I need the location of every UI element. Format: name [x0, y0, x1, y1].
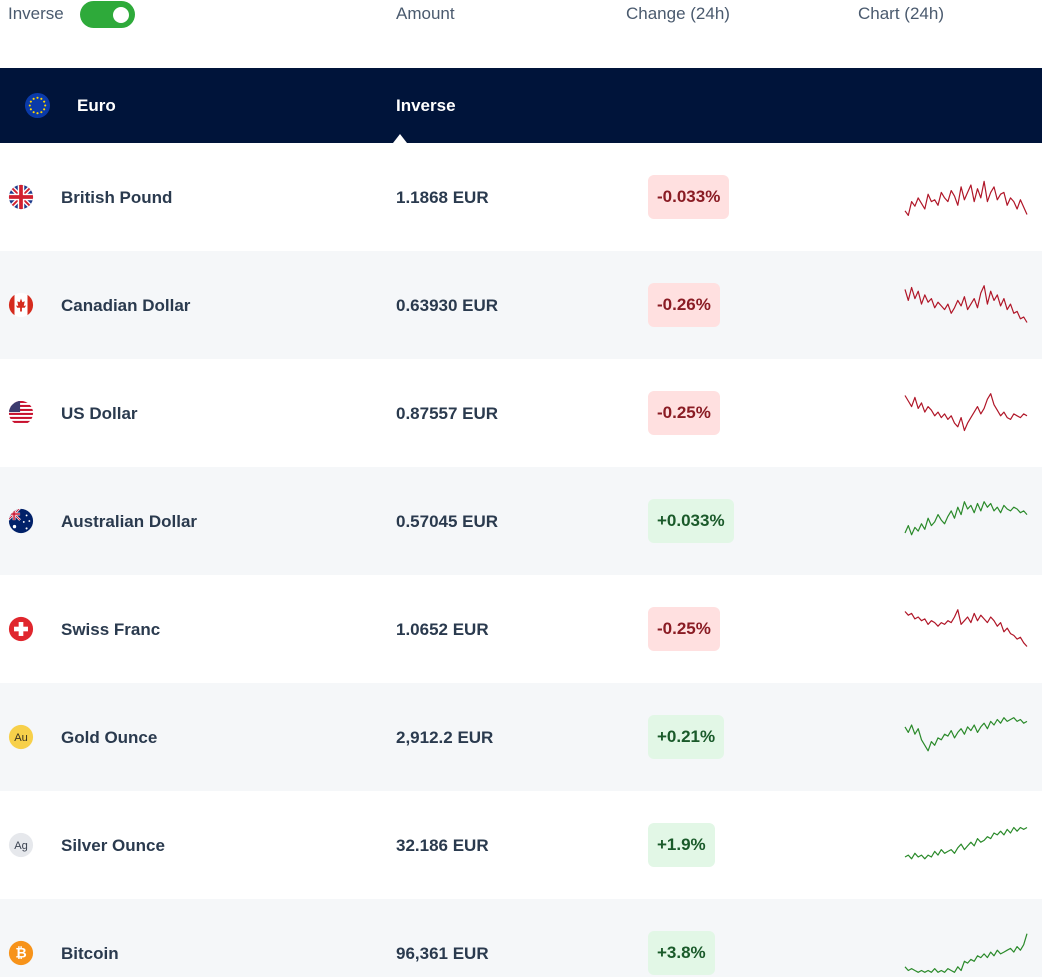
currency-name: US Dollar — [61, 404, 138, 423]
sparkline-series — [904, 180, 1028, 216]
sparkline-chart — [904, 933, 1028, 973]
table-row[interactable]: US Dollar 0.87557 EUR -0.25% — [0, 359, 1042, 467]
change-badge: +0.21% — [648, 715, 725, 759]
change-badge: +0.033% — [648, 499, 734, 543]
currency-name: Canadian Dollar — [61, 296, 191, 315]
table-row[interactable]: Australian Dollar 0.57045 EUR +0.033% — [0, 467, 1042, 575]
sparkline-chart — [904, 180, 1028, 216]
currency-amount: 2,912.2 EUR — [396, 728, 494, 747]
inverse-toggle[interactable] — [80, 1, 135, 28]
sparkline-series — [904, 717, 1028, 752]
column-header-chart: Chart (24h) — [858, 4, 944, 23]
currency-amount: 96,361 EUR — [396, 944, 489, 963]
inverse-caret-indicator — [393, 134, 407, 143]
change-badge: +1.9% — [648, 823, 715, 867]
currency-name: Gold Ounce — [61, 728, 158, 747]
silver-ounce-icon: Ag — [8, 832, 34, 858]
column-header-amount: Amount — [396, 4, 455, 23]
table-row[interactable]: Canadian Dollar 0.63930 EUR -0.26% — [0, 251, 1042, 359]
sparkline-chart — [904, 285, 1028, 323]
table-row[interactable]: Au Gold Ounce 2,912.2 EUR +0.21% — [0, 683, 1042, 791]
table-row[interactable]: British Pound 1.1868 EUR -0.033% — [0, 143, 1042, 251]
sparkline-chart — [904, 826, 1028, 860]
currency-name: British Pound — [61, 188, 173, 207]
bitcoin-icon: ₿ — [8, 940, 34, 966]
svg-text:Ag: Ag — [14, 840, 28, 852]
currency-list: British Pound 1.1868 EUR -0.033% Canadia… — [0, 143, 1042, 977]
sparkline-series — [904, 609, 1028, 647]
base-currency-name: Euro — [77, 96, 116, 115]
currency-name: Silver Ounce — [61, 836, 165, 855]
sparkline-series — [904, 285, 1028, 323]
swiss-flag-icon — [8, 616, 34, 642]
us-flag-icon — [8, 400, 34, 426]
currency-amount: 32.186 EUR — [396, 836, 489, 855]
base-inverse-label: Inverse — [396, 96, 456, 115]
sparkline-chart — [904, 393, 1028, 432]
table-row[interactable]: Swiss Franc 1.0652 EUR -0.25% — [0, 575, 1042, 683]
currency-amount: 0.87557 EUR — [396, 404, 499, 423]
sparkline-chart — [904, 501, 1028, 536]
sparkline-chart — [904, 717, 1028, 752]
currency-name: Australian Dollar — [61, 512, 198, 531]
change-badge: -0.25% — [648, 607, 720, 651]
toggle-knob — [113, 7, 129, 23]
change-badge: +3.8% — [648, 931, 715, 975]
sparkline-chart — [904, 609, 1028, 647]
eu-flag-icon — [24, 92, 51, 119]
currency-name: Bitcoin — [61, 944, 119, 963]
base-currency-row[interactable]: Euro Inverse — [0, 68, 1042, 143]
table-row[interactable]: ₿ Bitcoin 96,361 EUR +3.8% — [0, 899, 1042, 977]
currency-amount: 0.57045 EUR — [396, 512, 499, 531]
column-header-change: Change (24h) — [626, 4, 730, 23]
change-badge: -0.26% — [648, 283, 720, 327]
table-row[interactable]: Ag Silver Ounce 32.186 EUR +1.9% — [0, 791, 1042, 899]
currency-amount: 0.63930 EUR — [396, 296, 499, 315]
canada-flag-icon — [8, 292, 34, 318]
change-badge: -0.25% — [648, 391, 720, 435]
sparkline-series — [904, 501, 1028, 536]
svg-text:₿: ₿ — [15, 945, 26, 961]
change-badge: -0.033% — [648, 175, 730, 219]
australia-flag-icon — [8, 508, 34, 534]
currency-amount: 1.1868 EUR — [396, 188, 489, 207]
currency-name: Swiss Franc — [61, 620, 161, 639]
currency-amount: 1.0652 EUR — [396, 620, 489, 639]
sparkline-series — [904, 393, 1028, 432]
svg-text:Au: Au — [14, 732, 28, 744]
gold-ounce-icon: Au — [8, 724, 34, 750]
inverse-toggle-label: Inverse — [8, 4, 64, 23]
table-header: Inverse Amount Change (24h) Chart (24h) — [0, 0, 1042, 68]
uk-flag-icon — [8, 184, 34, 210]
sparkline-series — [904, 933, 1028, 973]
sparkline-series — [904, 826, 1028, 860]
